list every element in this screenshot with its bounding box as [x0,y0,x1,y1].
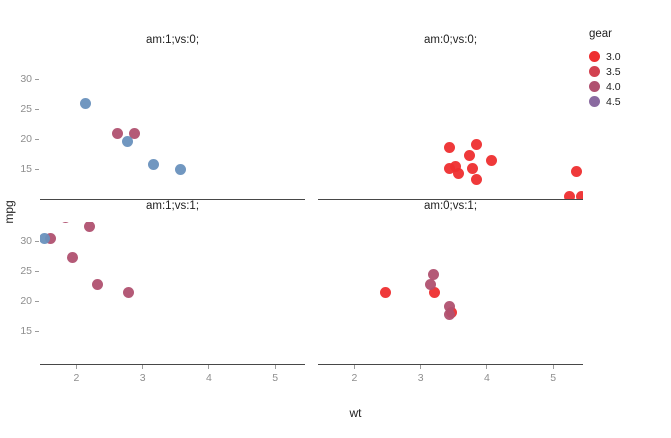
y-tick-mark [35,78,39,80]
x-tick-mark [274,365,276,369]
facet-panel [318,60,583,200]
data-point [444,300,456,312]
legend-entries: 3.0 3.5 4.0 4.5 [589,49,621,109]
data-point [570,165,582,177]
y-tick-mark [35,240,39,242]
data-point [60,222,71,224]
x-tick-label: 4 [484,372,490,384]
x-tick-label: 3 [417,372,424,384]
data-point [80,97,92,109]
x-tick-label: 5 [550,372,557,384]
data-point [45,233,57,245]
y-tick-label: 30 [20,73,32,86]
data-point [128,127,140,139]
data-point [425,278,437,290]
data-point [444,141,456,153]
data-point [470,173,482,185]
y-tick-label: 25 [20,265,32,278]
legend-entry-label: 3.5 [606,65,621,78]
y-tick-mark [35,108,39,110]
y-tick-mark [35,138,39,140]
x-tick-mark [353,365,355,369]
legend-entry: 3.5 [589,64,621,79]
facet-title: am:0;vs:0; [423,34,478,46]
x-tick-label: 2 [73,372,80,384]
x-tick-mark [208,365,210,369]
data-point [486,155,498,167]
data-point [463,149,475,161]
y-tick-label: 15 [20,325,32,338]
y-tick-label: 20 [20,133,32,146]
data-point [121,135,133,147]
x-axis-title: wt [349,406,362,420]
data-point [92,278,104,290]
data-point [40,233,50,245]
y-tick-label: 30 [20,235,32,248]
facet-title: am:1;vs:0; [145,34,200,46]
data-point [112,127,123,139]
legend-swatch-icon [589,81,600,92]
y-tick-mark [35,270,39,272]
y-tick-label: 25 [20,103,32,116]
x-tick-mark [486,365,488,369]
legend-swatch-icon [589,51,600,62]
data-point [444,308,456,320]
legend-title: gear [589,28,613,40]
legend-entry-label: 3.0 [606,50,621,63]
legend-entry: 3.0 [589,49,621,64]
data-point [379,286,391,298]
data-point [575,191,583,199]
data-point [427,269,439,281]
data-point [449,160,461,172]
legend-entry: 4.5 [589,94,621,109]
x-tick-mark [552,365,554,369]
x-tick-label: 2 [351,372,358,384]
legend-swatch-icon [589,66,600,77]
y-tick-mark [35,300,39,302]
x-tick-label: 4 [206,372,212,384]
y-tick-mark [35,330,39,332]
data-point [84,222,96,233]
data-point [452,167,464,179]
facet-title: am:0;vs:1; [423,200,478,212]
x-tick-mark [142,365,144,369]
legend-entry-label: 4.0 [606,80,621,93]
data-point [122,287,134,299]
data-point [174,163,186,175]
legend-swatch-icon [589,96,600,107]
facet-panel [318,222,583,365]
y-tick-label: 15 [20,163,32,176]
y-axis-title: mpg [2,200,16,224]
facet-title: am:1;vs:1; [145,200,200,212]
x-tick-label: 3 [139,372,146,384]
x-tick-mark [75,365,77,369]
facet-panel [40,60,305,200]
data-point [444,162,455,174]
y-tick-label: 20 [20,295,32,308]
legend: gear 3.0 3.5 4.0 4.5 [589,28,621,109]
legend-entry: 4.0 [589,79,621,94]
y-tick-mark [35,168,39,170]
data-point [429,287,441,299]
x-tick-mark [420,365,422,369]
data-point [66,251,78,263]
facet-panel [40,222,305,365]
data-point [466,162,478,174]
data-point [564,191,576,199]
legend-entry-label: 4.5 [606,95,621,108]
x-tick-label: 5 [272,372,279,384]
data-point [471,138,483,150]
data-point [148,158,160,170]
